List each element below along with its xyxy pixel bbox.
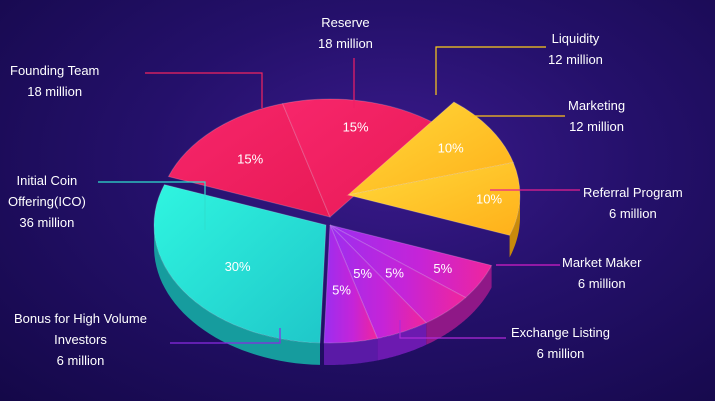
- pct-label-exchange-listing: 5%: [353, 266, 372, 281]
- label-liquidity-name: Liquidity: [551, 31, 600, 46]
- pie-side-market-maker: [426, 297, 466, 345]
- label-reserve: Reserve 18 million: [318, 12, 373, 54]
- pct-label-liquidity: 10%: [438, 141, 464, 156]
- pct-label-marketing: 10%: [476, 191, 502, 206]
- pct-label-initial-coin-offering-ico-: 30%: [225, 259, 251, 274]
- label-liquidity-amount: 12 million: [548, 52, 603, 67]
- label-market-maker: Market Maker 6 million: [562, 252, 641, 294]
- leader-line-bonus: [170, 328, 281, 344]
- label-ico-name-2: Offering(ICO): [8, 194, 86, 209]
- label-ico-amount: 36 million: [19, 215, 75, 230]
- pie-side-referral-program: [465, 265, 492, 320]
- label-marketing-name: Marketing: [568, 98, 626, 113]
- label-market-maker-amount: 6 million: [577, 276, 626, 291]
- pie-slice-founding-team: [167, 103, 331, 218]
- pie-slice-referral-program: [329, 224, 493, 299]
- leader-line-ico: [98, 181, 206, 230]
- label-market-maker-name: Market Maker: [562, 255, 642, 270]
- label-exchange-listing-name: Exchange Listing: [511, 325, 611, 340]
- pct-label-founding-team: 15%: [237, 151, 263, 166]
- label-marketing: Marketing 12 million: [568, 95, 625, 137]
- label-bonus-amount: 6 million: [56, 353, 105, 368]
- leader-line-liquidity: [435, 46, 546, 95]
- pie-side-bonus-for-high-volume-investors: [324, 338, 378, 365]
- pie-slice-reserve: [281, 98, 437, 218]
- leader-line-exchange: [399, 320, 506, 339]
- pie-side-exchange-listing: [377, 322, 427, 361]
- label-founding-team-name: Founding Team: [10, 63, 100, 78]
- label-exchange-listing-amount: 6 million: [536, 346, 585, 361]
- label-referral-amount: 6 million: [609, 206, 657, 221]
- pie-slice-initial-coin-offering-ico-: [153, 184, 327, 344]
- pie-slice-bonus-for-high-volume-investors: [323, 224, 379, 344]
- pie-side-marketing: [509, 195, 520, 258]
- pct-label-market-maker: 5%: [385, 266, 404, 281]
- label-ico: Initial Coin Offering(ICO) 36 million: [8, 170, 86, 233]
- pie-slice-marketing: [347, 161, 521, 236]
- label-bonus-name-2: Investors: [54, 332, 107, 347]
- pie-slice-liquidity: [346, 101, 514, 196]
- label-bonus-name-1: Bonus for High Volume: [14, 311, 147, 326]
- label-bonus: Bonus for High Volume Investors 6 millio…: [14, 308, 147, 371]
- label-liquidity: Liquidity 12 million: [548, 28, 603, 70]
- pct-label-reserve: 15%: [343, 120, 369, 135]
- label-ico-name-1: Initial Coin: [16, 173, 78, 188]
- pct-label-referral-program: 5%: [433, 261, 452, 276]
- pie-group: [153, 98, 521, 365]
- pct-label-bonus-for-high-volume-investors: 5%: [332, 282, 351, 297]
- leader-lines: [98, 46, 580, 344]
- label-referral-name: Referral Program: [583, 185, 683, 200]
- label-founding-team: Founding Team 18 million: [10, 60, 99, 102]
- percent-labels: 15%15%10%10%5%5%5%5%30%: [225, 120, 503, 298]
- label-reserve-amount: 18 million: [318, 36, 373, 51]
- label-reserve-name: Reserve: [321, 15, 370, 30]
- pie-slice-market-maker: [329, 224, 467, 324]
- label-marketing-amount: 12 million: [569, 119, 624, 134]
- label-referral: Referral Program 6 million: [583, 182, 683, 224]
- label-exchange-listing: Exchange Listing 6 million: [511, 322, 610, 364]
- leader-line-founding-team: [145, 72, 263, 108]
- label-founding-team-amount: 18 million: [27, 84, 83, 99]
- pie-slice-exchange-listing: [329, 224, 428, 339]
- pie-side-initial-coin-offering-ico-: [154, 228, 320, 365]
